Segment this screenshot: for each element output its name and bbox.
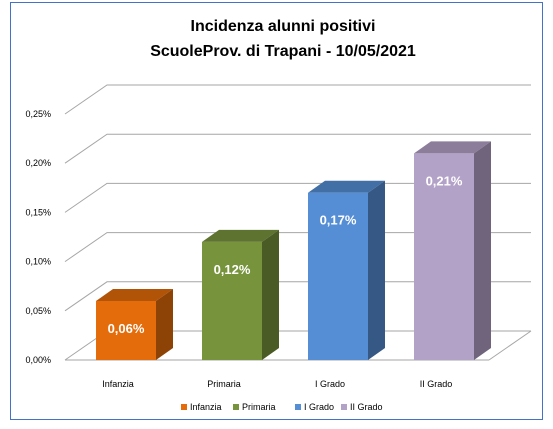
data-label: 0,17% <box>320 213 357 228</box>
legend-item: II Grado <box>341 402 383 412</box>
bar-primaria: 0,12% <box>202 229 279 360</box>
gridline <box>64 281 531 312</box>
legend-item: I Grado <box>295 402 334 412</box>
x-category-label: I Grado <box>315 379 345 389</box>
bar-side-face <box>368 180 385 360</box>
legend-swatch <box>341 404 347 410</box>
y-tick-label: 0,15% <box>25 207 51 217</box>
bar-front-face <box>414 153 474 360</box>
legend-swatch <box>233 404 239 410</box>
bar-side-face <box>262 229 279 360</box>
y-tick-label: 0,10% <box>25 257 51 267</box>
gridline <box>64 182 531 213</box>
legend-swatch <box>181 404 187 410</box>
legend-swatch <box>295 404 301 410</box>
bar-ii-grado: 0,21% <box>414 141 491 360</box>
legend-label: I Grado <box>304 402 334 412</box>
bar-infanzia: 0,06% <box>96 288 173 360</box>
x-category-label: Infanzia <box>102 379 134 389</box>
bar-top-face <box>202 229 279 242</box>
bar-i-grado: 0,17% <box>308 180 385 360</box>
x-category-label: II Grado <box>420 379 453 389</box>
gridline <box>64 133 531 164</box>
legend-label: II Grado <box>350 402 383 412</box>
y-tick-label: 0,25% <box>25 109 51 119</box>
x-category-label: Primaria <box>207 379 241 389</box>
bar-front-face <box>96 300 156 360</box>
floor-right-edge <box>488 330 532 361</box>
chart-title-line1: Incidenza alunni positivi <box>191 18 376 35</box>
gridline <box>64 232 531 263</box>
bar-side-face <box>474 141 491 360</box>
chart-canvas: Incidenza alunni positivi ScuoleProv. di… <box>25 18 532 412</box>
bar-top-face <box>96 288 173 301</box>
y-tick-label: 0,20% <box>25 158 51 168</box>
legend-label: Primaria <box>242 402 276 412</box>
bar-front-face <box>308 192 368 360</box>
data-label: 0,12% <box>214 262 251 277</box>
bar-top-face <box>414 141 491 154</box>
data-label: 0,21% <box>426 173 463 188</box>
data-label: 0,06% <box>108 321 145 336</box>
y-tick-label: 0,00% <box>25 355 51 365</box>
y-tick-label: 0,05% <box>25 306 51 316</box>
bar-side-face <box>156 288 173 360</box>
gridline <box>64 84 531 115</box>
chart-frame: Incidenza alunni positivi ScuoleProv. di… <box>10 2 543 420</box>
bar-front-face <box>202 241 262 360</box>
legend-item: Infanzia <box>181 402 222 412</box>
legend-item: Primaria <box>233 402 276 412</box>
bar-top-face <box>308 180 385 193</box>
legend-label: Infanzia <box>190 402 222 412</box>
chart-title-line2: ScuoleProv. di Trapani - 10/05/2021 <box>150 43 416 60</box>
